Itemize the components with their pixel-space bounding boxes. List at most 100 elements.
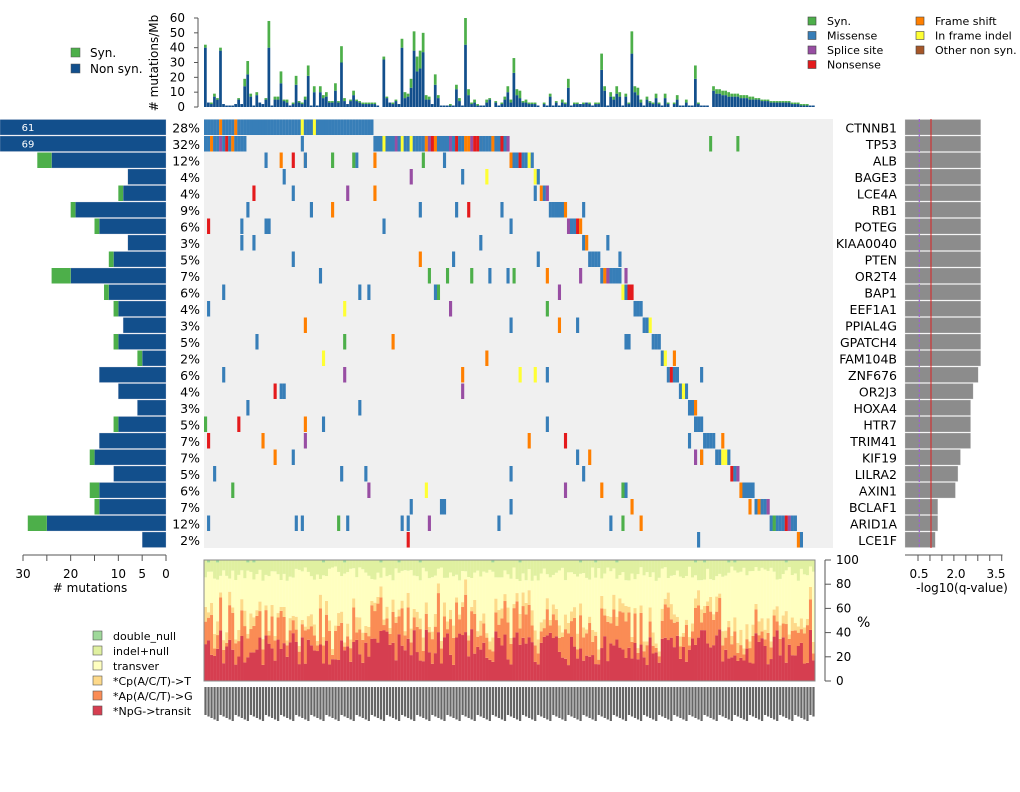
spectrum-segment	[681, 560, 686, 579]
tmb-bar-nonsyn	[204, 47, 207, 107]
tmb-bar-syn	[449, 104, 452, 106]
mutation-cell	[343, 301, 347, 317]
sample-label	[467, 687, 470, 718]
spectrum-segment	[255, 615, 259, 650]
sample-label	[754, 687, 758, 718]
mutation-cell	[630, 499, 634, 515]
spectrum-segment	[669, 560, 673, 576]
sample-label	[521, 687, 525, 715]
tmb-bar-nonsyn	[742, 98, 746, 107]
spectrum-segment	[488, 641, 492, 650]
spectrum-segment	[675, 635, 680, 681]
spectrum-segment	[476, 646, 480, 681]
spectrum-segment	[772, 636, 776, 681]
tmb-bar-nonsyn	[264, 99, 268, 107]
sample-label	[673, 687, 676, 715]
spectrum-segment	[612, 560, 616, 569]
spectrum-segment	[246, 633, 250, 639]
spectrum-segment	[754, 609, 758, 634]
sample-label	[721, 687, 724, 717]
sample-label	[310, 687, 313, 715]
spectrum-segment	[690, 560, 695, 578]
sample-label	[760, 687, 764, 721]
tmb-bar-nonsyn	[651, 104, 655, 107]
gene-percent-label: 7%	[180, 500, 200, 515]
mutation-cell	[536, 169, 540, 185]
spectrum-y-tick-label: 20	[836, 650, 851, 664]
spectrum-segment	[539, 560, 543, 574]
spectrum-segment	[618, 647, 622, 681]
mutation-cell	[355, 152, 359, 168]
spectrum-segment	[364, 632, 368, 643]
qvalue-bar	[904, 201, 981, 218]
tmb-bar-nonsyn	[639, 102, 643, 107]
spectrum-segment	[715, 611, 719, 636]
spectrum-segment	[672, 575, 677, 615]
spectrum-segment	[730, 657, 734, 681]
mutation-cell	[470, 136, 474, 152]
spectrum-segment	[694, 575, 698, 599]
spectrum-segment	[666, 607, 670, 641]
sample-label	[289, 687, 292, 720]
tmb-bar-syn	[467, 89, 470, 96]
legend-label: *Ap(A/C/T)->G	[113, 690, 193, 703]
tmb-bar-syn	[291, 102, 295, 105]
tmb-bar-nonsyn	[588, 104, 591, 107]
legend-label: Missense	[827, 30, 877, 43]
mutation-cell	[582, 466, 586, 482]
gene-percent-label: 28%	[172, 121, 200, 136]
mutation-cell	[246, 202, 250, 218]
spectrum-segment	[660, 560, 664, 569]
spectrum-segment	[318, 578, 323, 595]
spectrum-segment	[606, 560, 610, 568]
gene-count-bar-syn	[94, 499, 100, 515]
spectrum-segment	[376, 642, 380, 681]
qvalue-bar	[904, 317, 981, 334]
spectrum-segment	[557, 637, 562, 652]
mutation-cell	[458, 136, 462, 152]
gene-name-label: LCE1F	[858, 533, 897, 548]
tmb-bar-syn	[805, 104, 809, 106]
mutation-cell	[412, 136, 416, 152]
tmb-bar-nonsyn	[573, 104, 576, 107]
sample-label	[225, 687, 228, 718]
tmb-bar-nonsyn	[222, 104, 225, 107]
spectrum-segment	[237, 656, 241, 681]
sample-label	[213, 687, 216, 720]
tmb-bar-nonsyn	[536, 105, 540, 107]
spectrum-segment	[721, 631, 725, 646]
gene-count-bar-syn	[27, 515, 47, 531]
spectrum-segment	[337, 613, 341, 626]
spectrum-segment	[497, 624, 501, 638]
mutation-cell	[204, 416, 208, 432]
mutation-cell	[506, 268, 510, 284]
sample-label	[803, 687, 806, 720]
spectrum-segment	[246, 638, 250, 658]
spectrum-segment	[385, 576, 389, 607]
mutation-cell	[430, 136, 434, 152]
mutation-cell	[367, 482, 371, 498]
spectrum-segment	[763, 560, 767, 570]
mutation-cell	[427, 515, 431, 531]
spectrum-segment	[391, 599, 395, 612]
mutation-cell	[343, 367, 347, 383]
spectrum-segment	[733, 570, 737, 618]
mutation-cell	[421, 152, 425, 168]
tmb-bar-syn	[303, 96, 307, 100]
spectrum-segment	[560, 632, 565, 637]
mutation-cell	[697, 532, 701, 548]
spectrum-segment	[210, 654, 214, 681]
sample-label	[609, 687, 612, 721]
mutation-cell	[294, 119, 298, 135]
spectrum-segment	[234, 580, 238, 640]
spectrum-segment	[400, 560, 404, 571]
tmb-bar-syn	[503, 96, 507, 100]
sample-label	[682, 687, 685, 720]
tmb-bar-syn	[645, 96, 649, 100]
spectrum-segment	[442, 616, 447, 638]
spectrum-segment	[427, 560, 432, 579]
tmb-bar-syn	[763, 99, 767, 102]
gene-percent-label: 2%	[180, 352, 200, 367]
spectrum-segment	[576, 633, 580, 650]
sample-label	[776, 687, 779, 721]
